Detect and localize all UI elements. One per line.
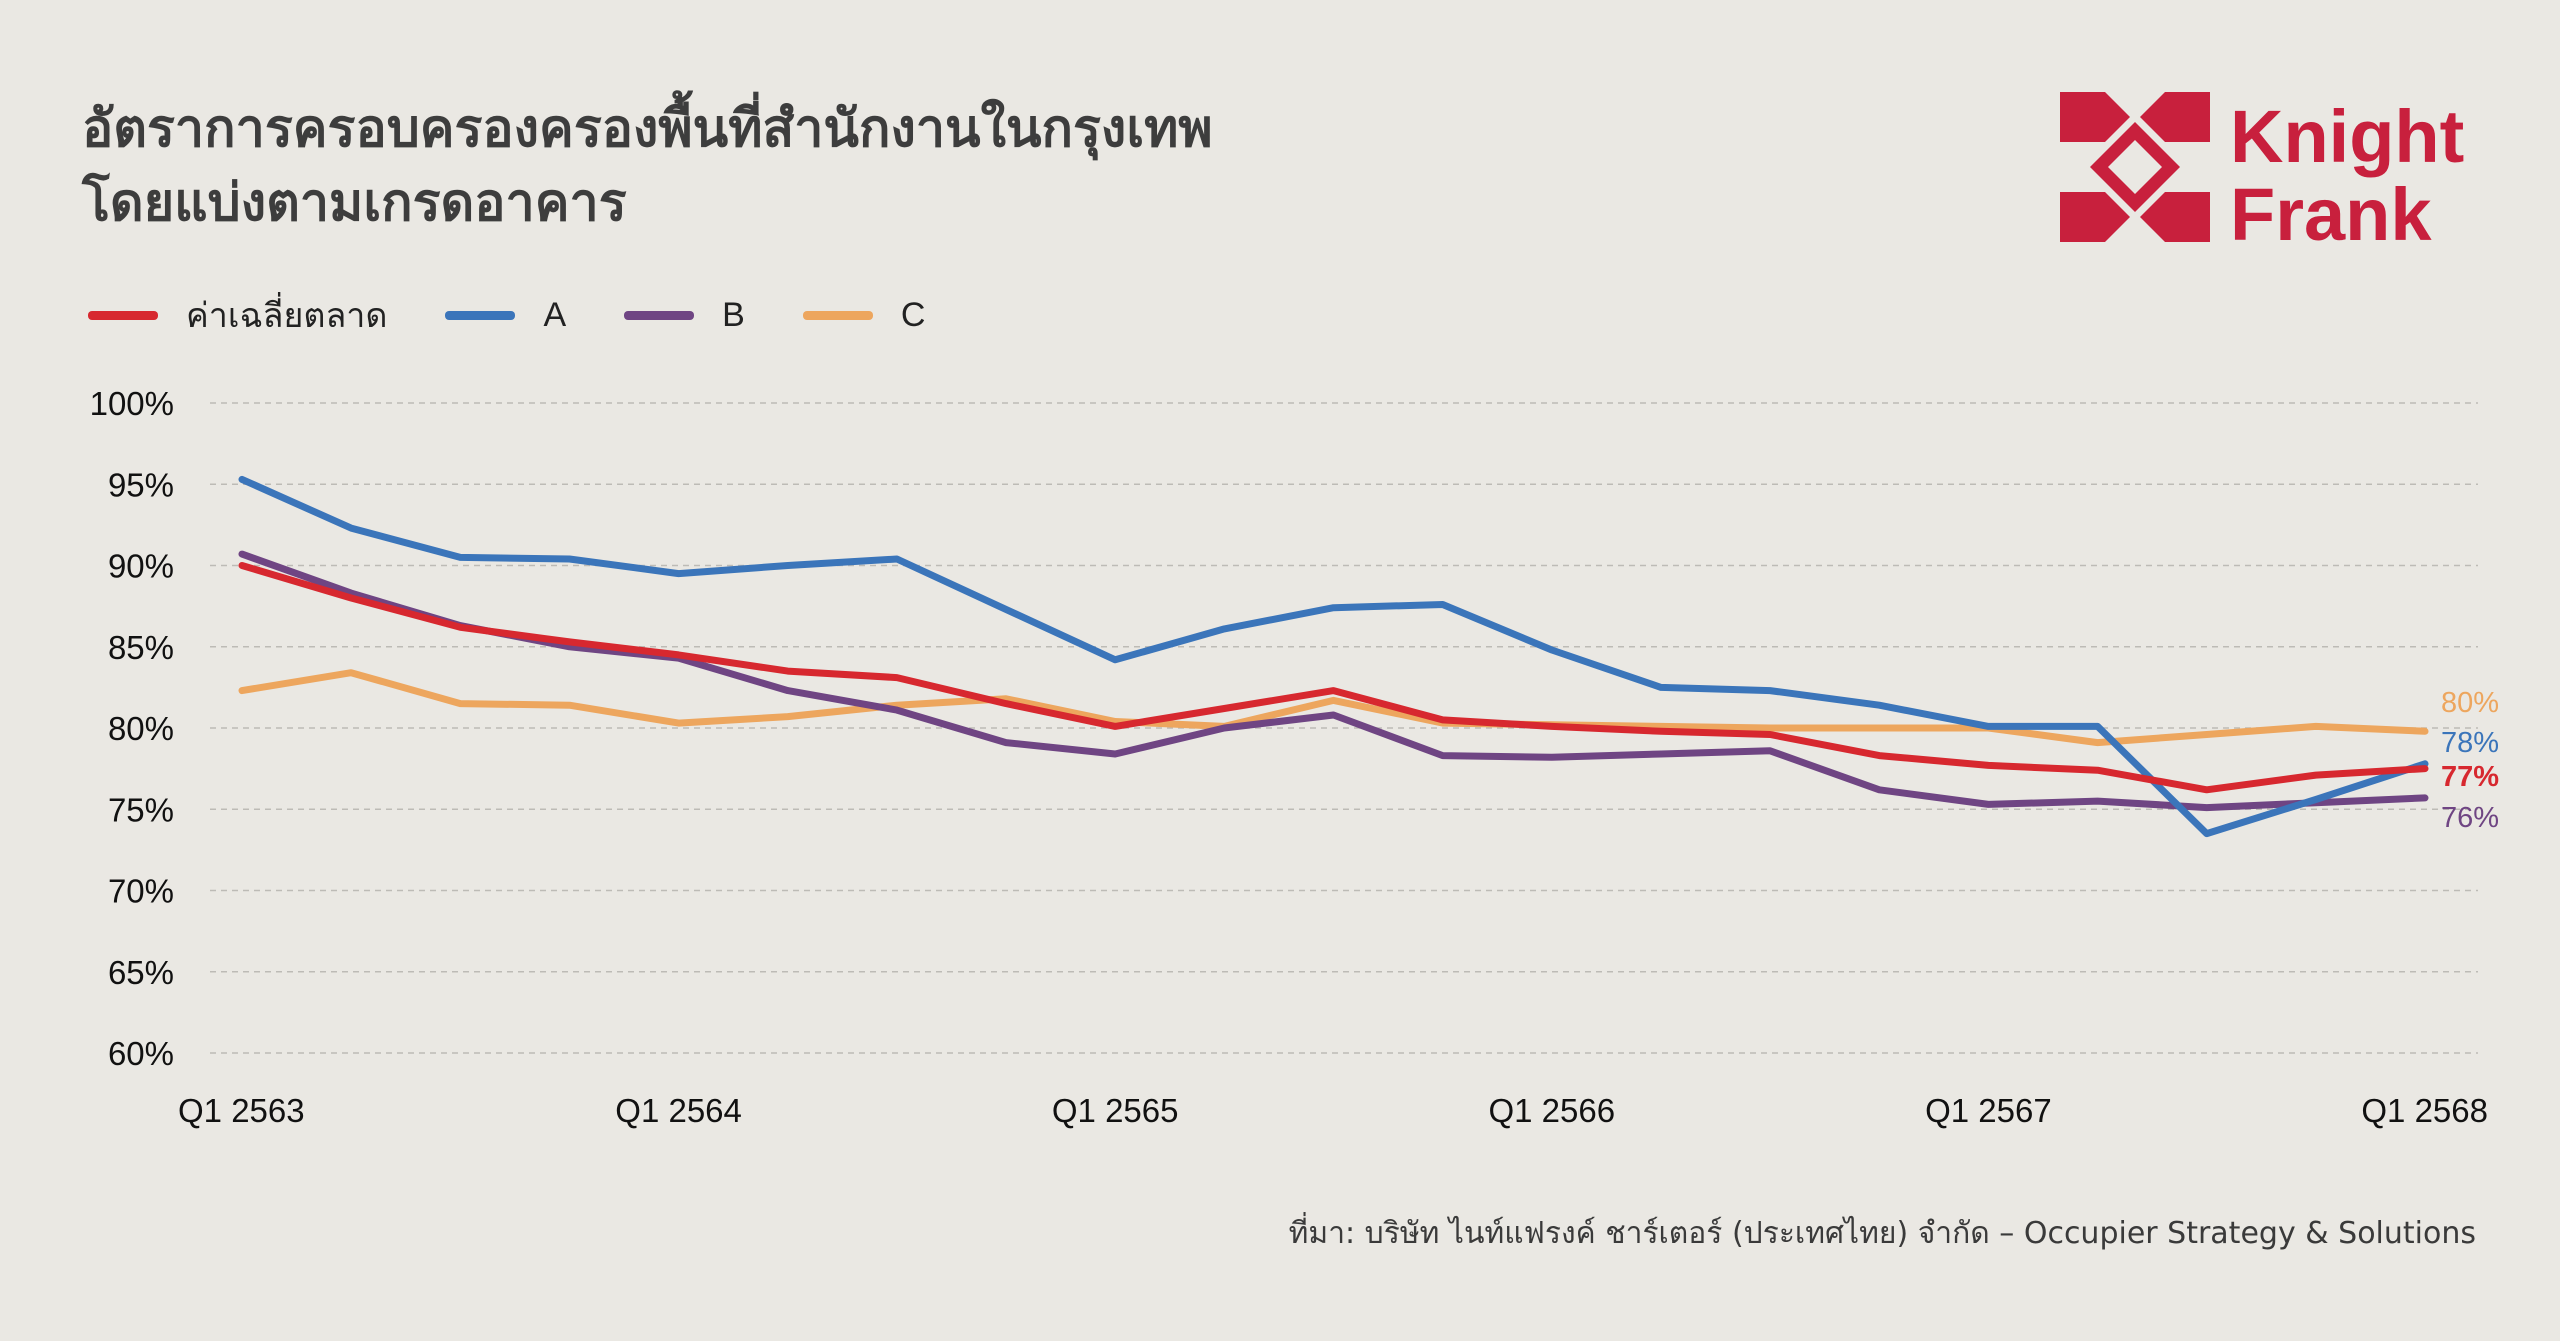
legend-label-market-average: ค่าเฉลี่ยตลาด — [186, 297, 388, 335]
y-tick-label-90: 90% — [108, 548, 174, 585]
chart-legend: ค่าเฉลี่ยตลาด A B C — [88, 288, 983, 342]
y-tick-label-95: 95% — [108, 466, 174, 503]
series-line-market-average — [238, 562, 2429, 794]
y-tick-label-75: 75% — [108, 791, 174, 828]
end-label-market-average: 77% — [2441, 761, 2499, 793]
y-tick-label-65: 65% — [108, 954, 174, 991]
y-tick-label-85: 85% — [108, 629, 174, 666]
occupancy-line-chart: 60% 65% 70% 75% 80% 85% 90% 95% 100% Q1 2563 Q1 25… — [90, 385, 2500, 1129]
y-tick-label-80: 80% — [108, 710, 174, 747]
x-tick-label-0: Q1 2563 — [178, 1092, 305, 1129]
y-tick-label-60: 60% — [108, 1035, 174, 1072]
legend-item-grade-c: C — [802, 295, 926, 335]
end-label-grade-a: 78% — [2441, 727, 2499, 759]
legend-label-grade-c: C — [900, 295, 926, 334]
knight-frank-emblem-icon — [2060, 92, 2210, 242]
chart-title: อัตราการครอบครองครองพื้นที่สำนักงานในกรุ… — [82, 92, 1213, 240]
legend-swatch-grade-c — [802, 310, 873, 320]
legend-swatch-grade-b — [624, 310, 695, 320]
end-label-grade-c: 80% — [2441, 687, 2499, 719]
title-line-1: อัตราการครอบครองครองพื้นที่สำนักงานในกรุ… — [82, 99, 1213, 159]
legend-label-grade-b: B — [722, 295, 745, 334]
legend-swatch-grade-a — [445, 310, 516, 320]
legend-item-grade-b: B — [624, 296, 745, 335]
x-tick-label-1: Q1 2564 — [615, 1092, 742, 1129]
title-line-2: โดยแบ่งตามเกรดอาคาร — [82, 173, 627, 233]
logo-text-frank: Frank — [2230, 173, 2432, 252]
y-tick-label-70: 70% — [108, 873, 174, 910]
logo-text-knight: Knight — [2230, 95, 2464, 178]
series-line-grade-a — [238, 475, 2429, 838]
end-label-grade-b: 76% — [2441, 802, 2499, 834]
x-tick-label-4: Q1 2567 — [1925, 1092, 2052, 1129]
legend-item-grade-a: A — [445, 296, 566, 335]
x-tick-label-5: Q1 2568 — [2361, 1092, 2488, 1129]
x-tick-label-3: Q1 2566 — [1488, 1092, 1615, 1129]
x-tick-label-2: Q1 2565 — [1052, 1092, 1179, 1129]
series-line-grade-c — [238, 669, 2429, 747]
legend-item-market-average: ค่าเฉลี่ยตลาด — [88, 288, 387, 342]
source-note: ที่มา: บริษัท ไนท์แฟรงค์ ชาร์เตอร์ (ประเ… — [1288, 1216, 2476, 1251]
series-line-grade-b — [238, 550, 2429, 812]
legend-label-grade-a: A — [543, 295, 567, 334]
legend-swatch-market-average — [88, 310, 158, 320]
y-tick-label-100: 100% — [90, 385, 174, 422]
knight-frank-logo: Knight Frank — [2060, 92, 2464, 252]
